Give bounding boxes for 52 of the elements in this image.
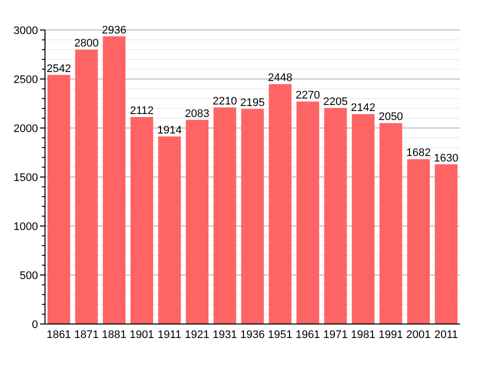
bar <box>407 159 430 324</box>
data-label: 2112 <box>130 105 154 118</box>
data-label: 2936 <box>102 24 126 36</box>
x-tick-label: 1921 <box>184 329 210 341</box>
bar <box>268 84 292 324</box>
y-tick-label: 2500 <box>14 74 38 86</box>
y-tick-label: 500 <box>20 270 38 282</box>
bar <box>47 74 70 324</box>
y-tick-label: 0 <box>32 319 38 331</box>
x-tick-label: 1961 <box>296 329 320 341</box>
x-tick-label: 1981 <box>350 329 376 341</box>
x-tick-label: 1936 <box>240 329 265 341</box>
data-label: 2142 <box>350 102 376 114</box>
x-tick-label: 1901 <box>130 329 154 341</box>
data-label: 2542 <box>46 62 72 75</box>
y-tick-label: 1000 <box>14 221 38 233</box>
data-label: 1682 <box>406 147 431 160</box>
data-label: 2050 <box>378 111 404 124</box>
data-label: 2083 <box>184 108 210 120</box>
x-tick-label: 1931 <box>212 329 238 341</box>
x-tick-label: 1911 <box>158 329 182 341</box>
bar <box>296 102 320 324</box>
bar <box>213 107 236 324</box>
bar <box>186 120 209 324</box>
data-label: 1630 <box>434 152 458 164</box>
bar <box>102 36 126 324</box>
x-tick-label: 1971 <box>323 329 348 341</box>
y-tick-label: 3000 <box>14 25 38 37</box>
bar <box>75 50 98 324</box>
x-tick-label: 2001 <box>406 329 431 341</box>
bar <box>241 108 264 324</box>
x-tick-label: 1951 <box>268 329 292 341</box>
data-label: 1914 <box>157 124 182 136</box>
x-tick-label: 1871 <box>74 329 99 341</box>
data-label: 2205 <box>323 96 348 108</box>
bar <box>379 123 402 324</box>
x-tick-label: 1861 <box>46 329 72 341</box>
x-tick-label: 2011 <box>434 329 458 341</box>
bar <box>158 136 181 324</box>
bar <box>130 117 154 324</box>
data-label: 2195 <box>240 96 265 109</box>
y-tick-label: 1500 <box>14 172 38 184</box>
x-tick-label: 1991 <box>378 329 404 341</box>
y-tick-label: 2000 <box>14 123 38 135</box>
bar <box>352 114 375 324</box>
data-label: 2210 <box>212 95 238 108</box>
x-tick-label: 1881 <box>102 329 126 341</box>
data-label: 2448 <box>268 72 292 84</box>
bar <box>434 164 458 324</box>
bar <box>324 108 347 324</box>
data-label: 2270 <box>296 90 320 102</box>
data-label: 2800 <box>74 38 99 50</box>
